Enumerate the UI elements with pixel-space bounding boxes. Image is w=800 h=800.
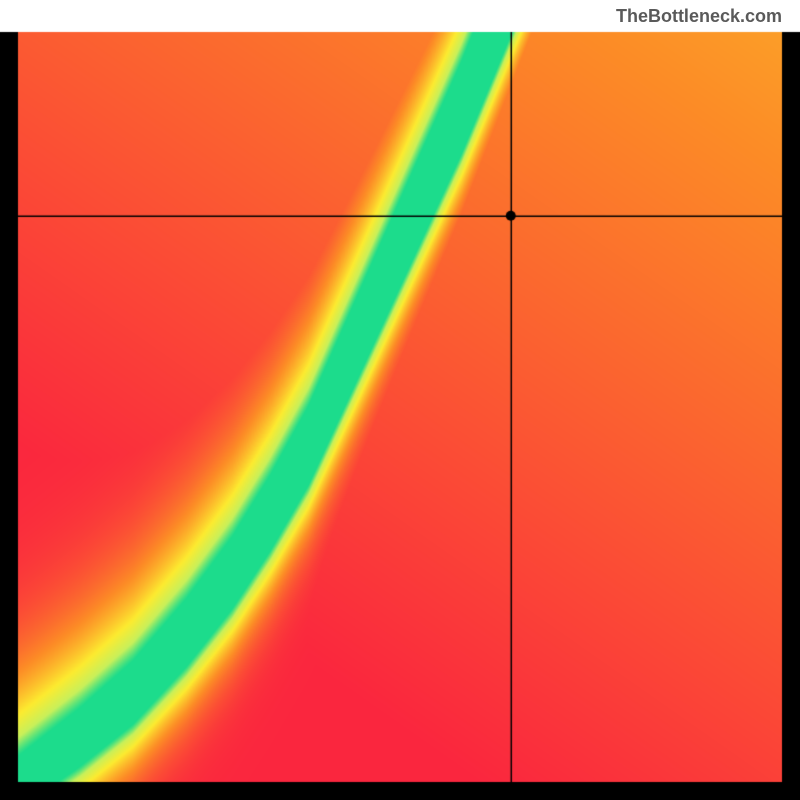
heatmap-canvas <box>0 0 800 800</box>
chart-container: TheBottleneck.com <box>0 0 800 800</box>
watermark-text: TheBottleneck.com <box>616 6 782 27</box>
